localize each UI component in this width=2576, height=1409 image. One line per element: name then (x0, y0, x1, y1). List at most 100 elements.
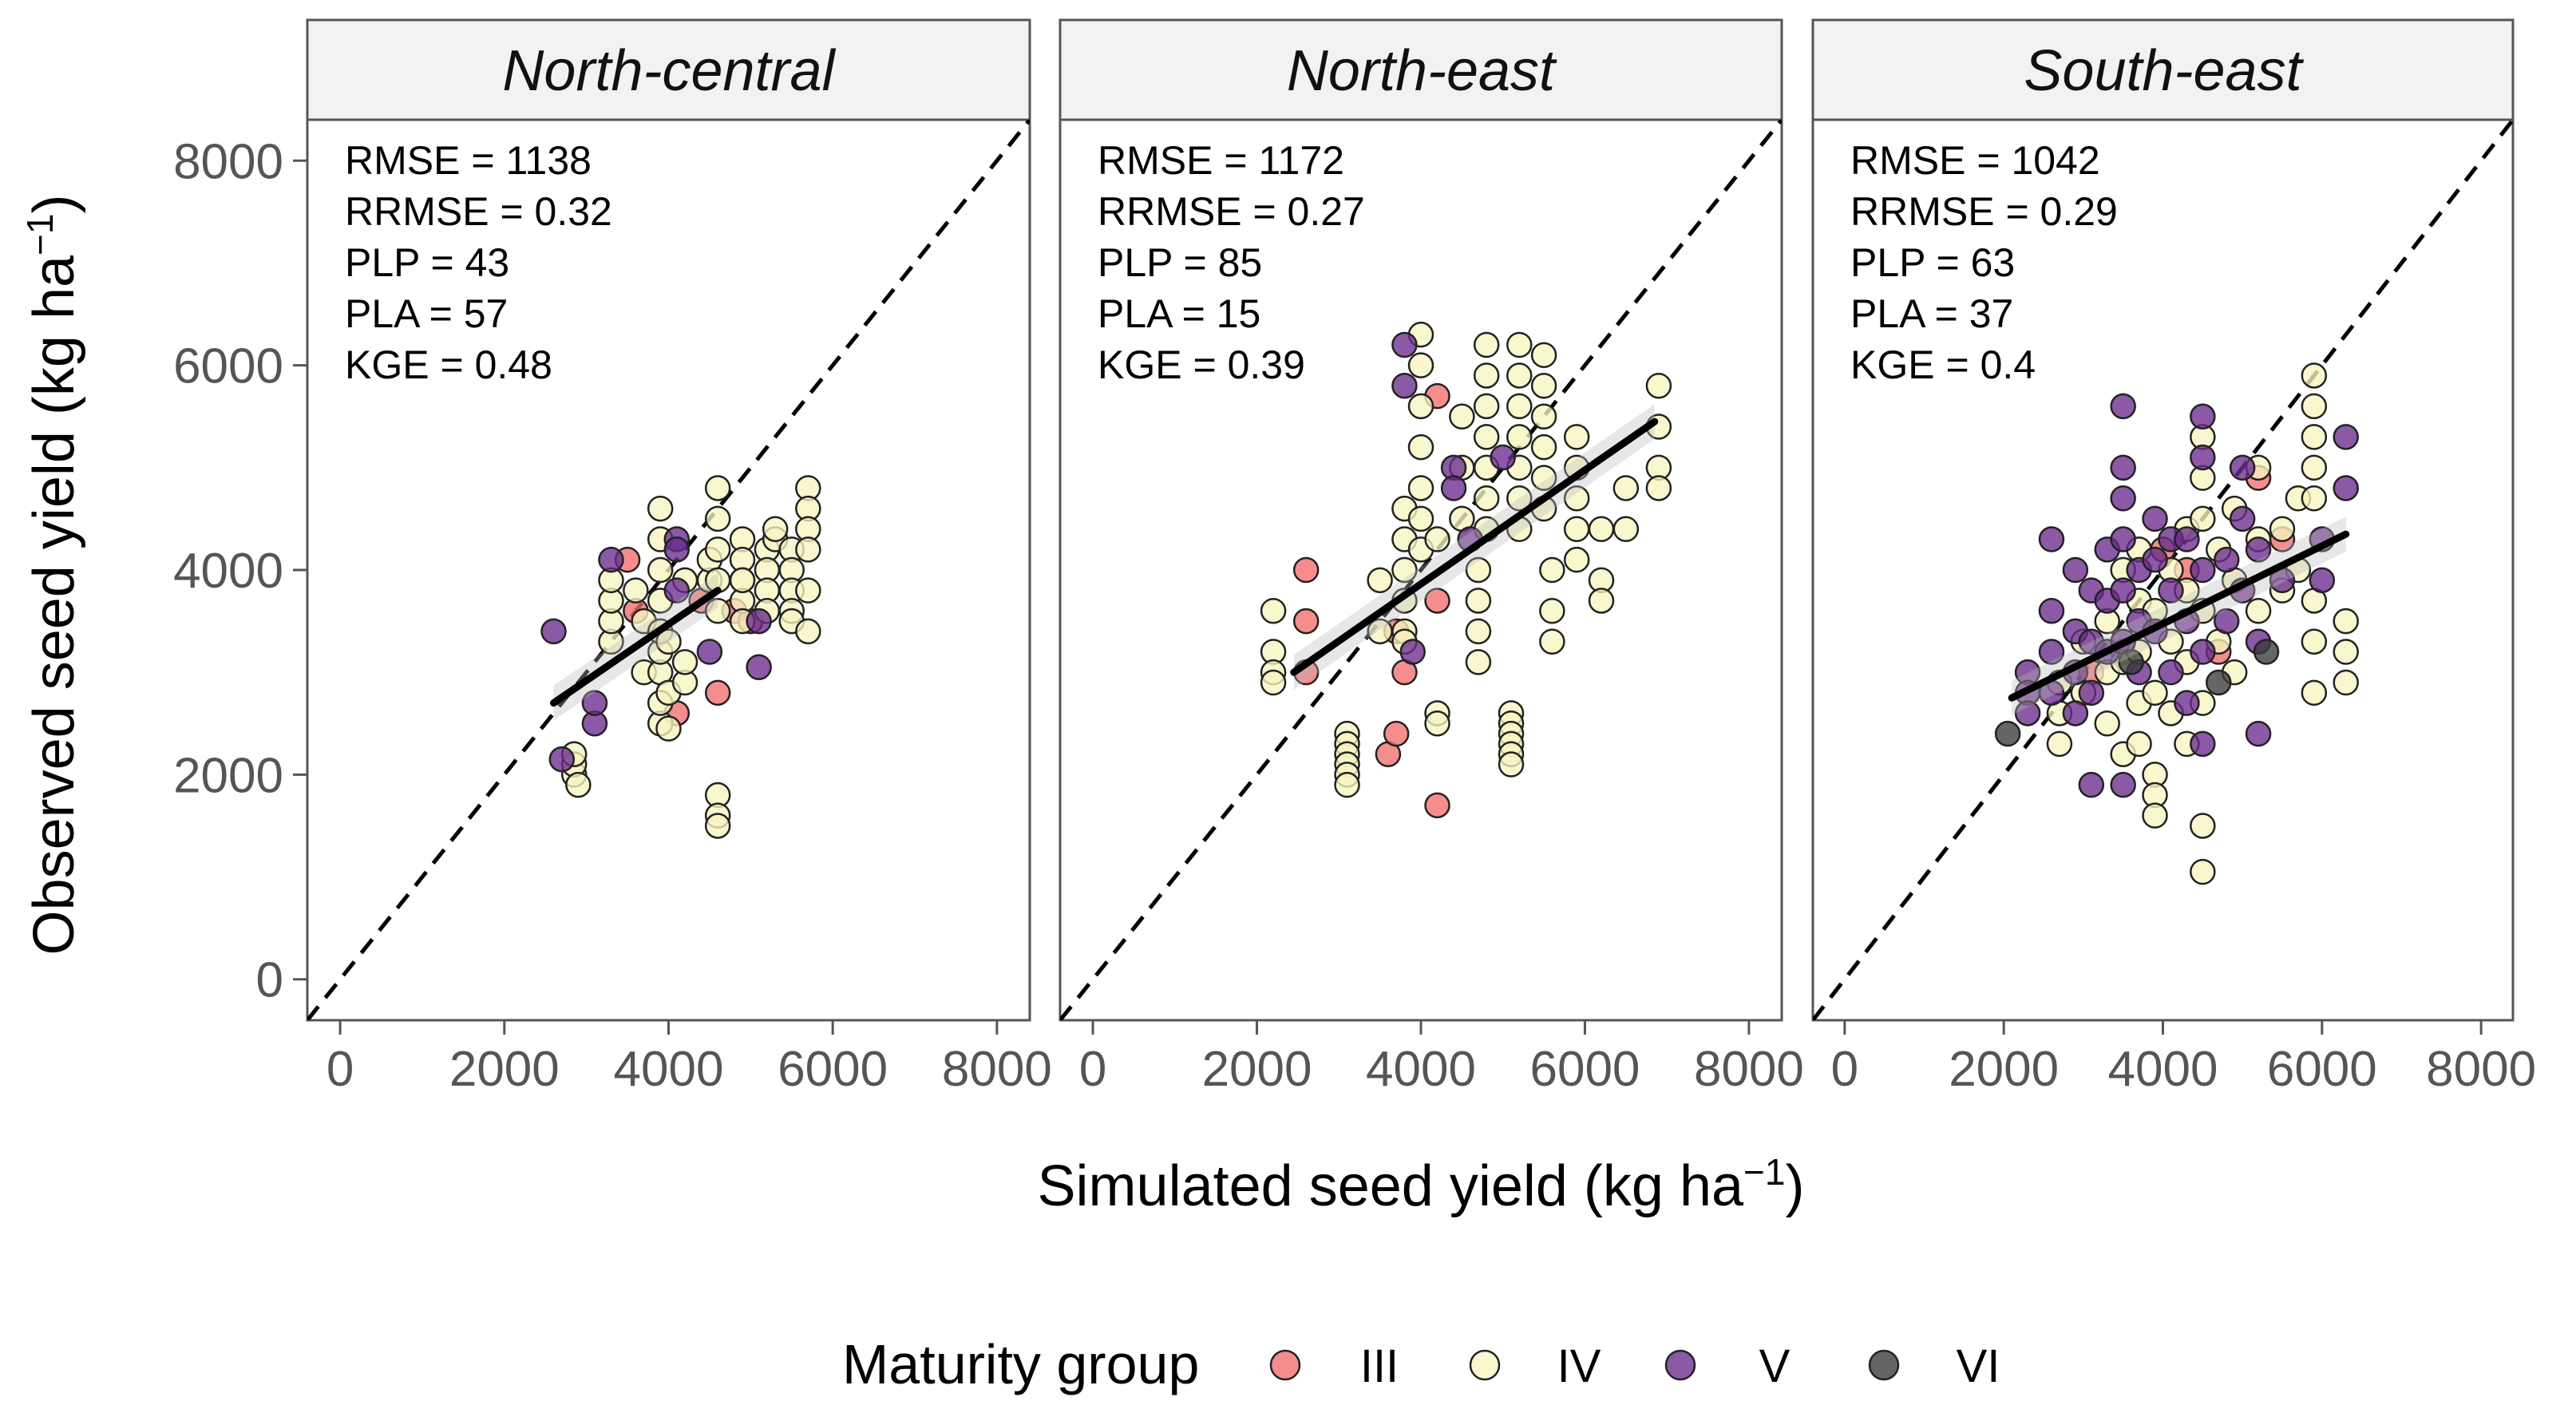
point-mg-V (2190, 556, 2216, 584)
point-mg-IV (2190, 813, 2216, 839)
fit-line (1290, 418, 1659, 676)
point-mg-IV (1424, 710, 1450, 737)
point-mg-V (2038, 526, 2065, 552)
point-mg-IV (2142, 679, 2168, 706)
point-mg-V (2142, 505, 2168, 532)
point-mg-V (2110, 393, 2136, 420)
point-mg-IV (1260, 669, 1287, 696)
legend-item-V: V (1664, 1340, 1791, 1392)
point-mg-IV (2301, 679, 2328, 706)
facet-title: North-central (502, 39, 836, 103)
point-mg-IV (565, 771, 592, 798)
plot-marks (1060, 120, 1782, 1020)
facet-strip (1058, 18, 1783, 121)
point-mg-IV (655, 715, 682, 742)
point-mg-IV (1539, 556, 1565, 584)
point-mg-IV (1506, 331, 1533, 358)
x-tick-label: 8000 (1694, 1042, 1804, 1097)
fit-line (2008, 530, 2350, 702)
x-tick-label: 4000 (614, 1042, 724, 1097)
point-mg-IV (2269, 516, 2296, 542)
point-mg-V (2174, 526, 2200, 552)
point-mg-V (2110, 771, 2136, 798)
point-mg-IV (1407, 433, 1434, 461)
point-mg-IV (1563, 424, 1590, 450)
point-mg-IV (1407, 505, 1434, 532)
stat-label: KGE = 0.48 (345, 342, 552, 387)
point-mg-III (1292, 608, 1320, 635)
point-mg-IV (2333, 608, 2359, 635)
point-mg-IV (1612, 475, 1640, 501)
point-mg-IV (2190, 505, 2216, 532)
point-mg-V (2078, 771, 2105, 798)
y-tick-label: 6000 (173, 339, 283, 394)
point-mg-V (663, 577, 690, 604)
point-mg-IV (2142, 802, 2168, 829)
point-mg-V (746, 654, 772, 681)
x-axis-title: Simulated seed yield (kg ha−1) (1038, 1151, 1805, 1218)
point-mg-IV (647, 556, 674, 584)
point-mg-V (548, 746, 576, 773)
point-mg-IV (2301, 485, 2328, 512)
point-mg-IV (1645, 373, 1672, 399)
x-axis-title-sup: −1 (1743, 1151, 1785, 1193)
point-mg-IV (1334, 771, 1360, 798)
point-mg-V (2213, 546, 2240, 573)
facet-strip (306, 18, 1031, 121)
x-tick-label: 4000 (1366, 1042, 1476, 1097)
point-mg-III (1292, 556, 1320, 584)
point-mg-IV (1407, 475, 1434, 501)
point-mg-V (746, 608, 772, 635)
point-mg-V (1399, 639, 1426, 665)
point-mg-IV (655, 628, 682, 655)
point-mg-V (2158, 577, 2184, 604)
legend: Maturity group III IV V VI (842, 1333, 2000, 1395)
point-mg-V (2038, 598, 2065, 624)
y-tick-label: 8000 (173, 134, 283, 189)
point-mg-IV (1473, 424, 1500, 450)
point-mg-V (2229, 505, 2256, 532)
point-mg-IV (704, 475, 731, 501)
point-mg-V (2014, 700, 2041, 726)
point-mg-V (1440, 475, 1467, 501)
fit-line (550, 587, 722, 707)
stat-label: PLA = 37 (1850, 291, 2013, 336)
y-tick-label: 2000 (173, 748, 283, 803)
point-mg-IV (2094, 710, 2120, 737)
stat-label: RRMSE = 0.32 (345, 189, 612, 234)
point-mg-III (1424, 792, 1450, 819)
point-mg-IV (2301, 628, 2328, 655)
legend-item-III: III (1269, 1340, 1399, 1392)
point-mg-IV (1473, 485, 1500, 512)
legend-label: III (1360, 1340, 1399, 1392)
point-mg-V (2190, 639, 2216, 665)
identity-line (1813, 120, 2513, 1020)
facet-title: North-east (1287, 39, 1557, 103)
point-mg-IV (1530, 342, 1557, 369)
x-tick-label: 0 (326, 1042, 354, 1097)
identity-line (1060, 120, 1782, 1020)
point-mg-V (2110, 485, 2136, 512)
point-mg-IV (1530, 403, 1557, 429)
stat-label: RMSE = 1042 (1850, 138, 2100, 183)
stat-label: RRMSE = 0.27 (1098, 189, 1365, 234)
y-tick-label: 4000 (173, 544, 283, 599)
point-mg-IV (1645, 475, 1672, 501)
point-mg-V (2309, 567, 2336, 594)
point-mg-IV (2301, 424, 2328, 450)
x-tick-label: 0 (1831, 1042, 1858, 1097)
stat-label: RRMSE = 0.29 (1850, 189, 2118, 234)
point-mg-V (1490, 444, 1516, 471)
legend-label: VI (1957, 1340, 2000, 1392)
point-mg-IV (1465, 649, 1492, 675)
point-mg-V (1391, 331, 1418, 358)
stat-label: PLP = 43 (345, 240, 509, 285)
point-mg-V (2190, 403, 2216, 429)
point-mg-IV (1424, 526, 1450, 552)
point-mg-V (2245, 536, 2272, 563)
point-mg-IV (2333, 639, 2359, 665)
point-mg-IV (1539, 628, 1565, 655)
point-mg-IV (1612, 516, 1640, 542)
facet-panels: North-central RMSE = 1138 RRMSE = 0.32 PLP … (173, 18, 2536, 1097)
